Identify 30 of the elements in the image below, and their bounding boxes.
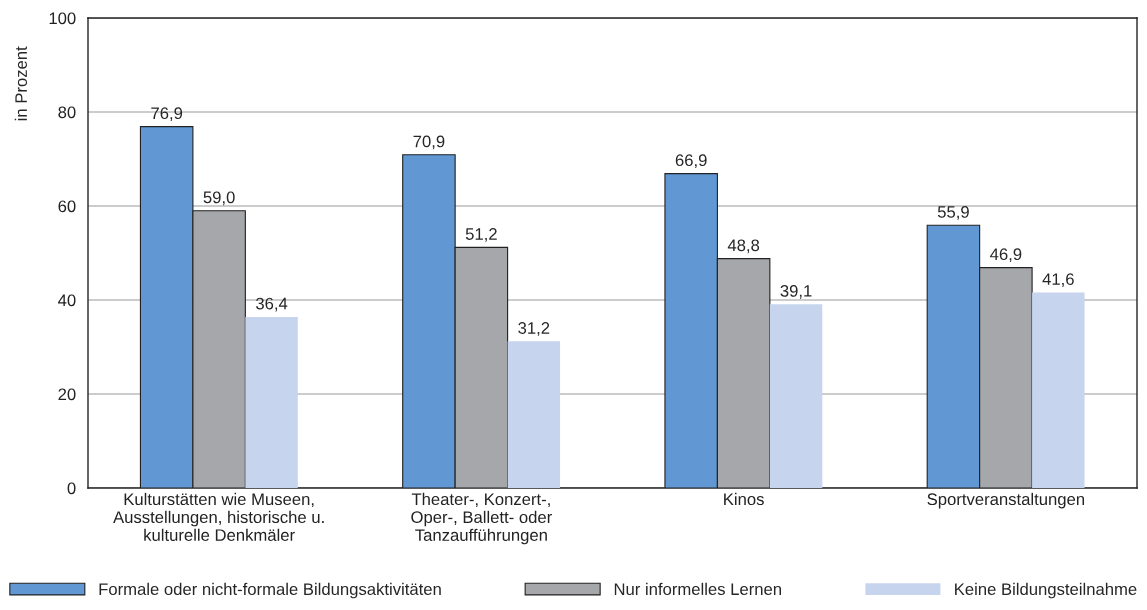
y-tick-label: 20	[58, 388, 76, 401]
data-label: 51,2	[465, 228, 497, 242]
bar	[1032, 292, 1085, 488]
data-label: 76,9	[151, 107, 183, 122]
data-label: 36,4	[255, 297, 288, 312]
legend-label: Keine Bildungsteilnahme	[955, 582, 1137, 599]
data-label: 70,9	[413, 135, 445, 150]
data-label: 46,9	[990, 248, 1022, 263]
y-axis-title: in Prozent	[14, 46, 28, 121]
y-tick-label: 100	[49, 12, 76, 25]
x-tick-label: Theater-, Konzert-, Oper-, Ballett- oder Tanzaufführungen	[411, 492, 552, 545]
data-label: 39,1	[780, 284, 812, 299]
y-tick-label: 80	[58, 106, 76, 119]
data-label: 31,2	[518, 322, 550, 336]
legend-label: Nur informelles Lernen	[614, 582, 781, 596]
x-tick-label: Sportveranstaltungen	[927, 492, 1085, 509]
data-label: 48,8	[727, 239, 760, 254]
x-tick-label: Kulturstätten wie Museen, Ausstellungen, historische u. kulturelle Denkmäler	[113, 492, 324, 542]
y-tick-label: 60	[58, 200, 76, 213]
y-tick-label: 40	[58, 294, 76, 307]
bar	[245, 316, 298, 488]
data-label: 66,9	[675, 154, 707, 169]
bar	[507, 341, 561, 488]
data-label: 59,0	[203, 191, 235, 206]
x-tick-label: Kinos	[724, 492, 764, 506]
legend-label: Formale oder nicht-formale Bildungsaktivitäten	[99, 582, 441, 599]
data-label: 55,9	[937, 206, 969, 220]
y-tick-label: 0	[67, 482, 76, 495]
bar	[769, 304, 823, 488]
data-label: 41,6	[1042, 273, 1074, 287]
